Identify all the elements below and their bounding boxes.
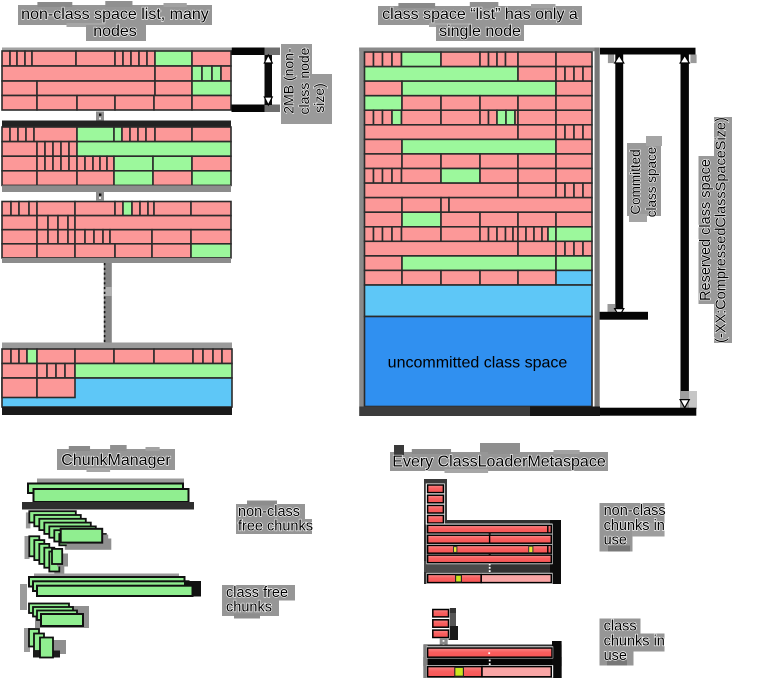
svg-text:class space “list” has only a: class space “list” has only a (382, 6, 578, 23)
svg-text:Every ClassLoaderMetaspace: Every ClassLoaderMetaspace (392, 454, 606, 471)
svg-text:free chunks: free chunks (238, 519, 313, 535)
svg-text:nodes: nodes (93, 23, 137, 40)
svg-text:uncommitted class space: uncommitted class space (388, 355, 568, 372)
svg-text:non-class: non-class (604, 503, 666, 519)
svg-text:class node: class node (296, 47, 312, 114)
svg-text:use: use (604, 648, 627, 664)
svg-text:ChunkManager: ChunkManager (61, 452, 171, 469)
svg-text:size): size) (311, 83, 327, 113)
svg-text:(-XX:CompressedClassSpaceSize): (-XX:CompressedClassSpaceSize) (714, 117, 730, 343)
svg-text:use: use (604, 533, 627, 549)
svg-text:chunks in: chunks in (604, 634, 665, 650)
svg-text:Committed: Committed (628, 149, 643, 214)
svg-text:class space: class space (644, 147, 659, 218)
svg-text:Reserved class space: Reserved class space (698, 159, 714, 301)
svg-text:non-class space list, many: non-class space list, many (21, 6, 209, 23)
svg-text:chunks: chunks (226, 600, 272, 616)
svg-text:non-class: non-class (238, 504, 300, 520)
svg-text:class free: class free (226, 585, 288, 601)
svg-text:single node: single node (439, 23, 521, 40)
svg-text:chunks in: chunks in (604, 518, 665, 534)
svg-text:2MB (non-: 2MB (non- (281, 48, 297, 114)
svg-text:class: class (604, 619, 637, 635)
